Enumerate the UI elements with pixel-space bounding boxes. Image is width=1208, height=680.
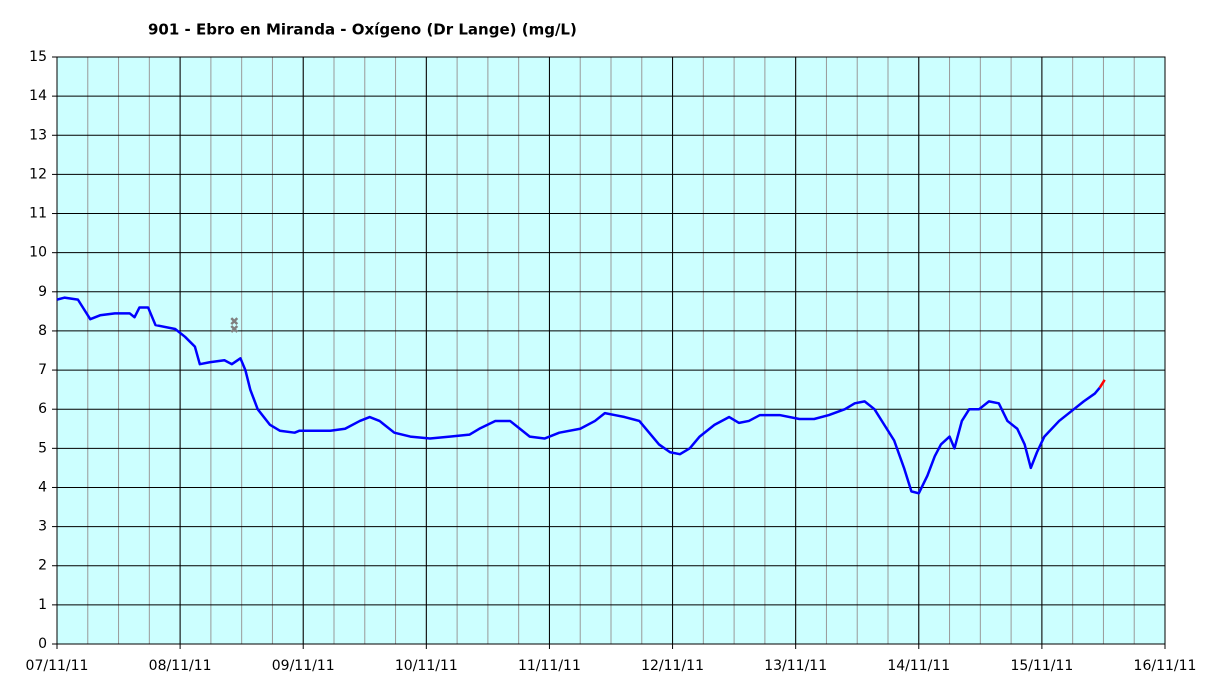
y-tick-label: 8 [38, 323, 47, 339]
x-tick-label: 12/11/11 [641, 658, 704, 674]
point-marker [230, 325, 239, 333]
x-tick-label: 16/11/11 [1134, 658, 1197, 674]
y-tick-label: 10 [29, 245, 47, 261]
y-tick-label: 5 [38, 440, 47, 456]
y-tick-label: 13 [29, 127, 47, 143]
y-tick-label: 11 [29, 206, 47, 222]
y-tick-label: 6 [38, 401, 47, 417]
y-tick-label: 4 [38, 479, 47, 495]
x-tick-label: 08/11/11 [149, 658, 212, 674]
x-tick-label: 13/11/11 [764, 658, 827, 674]
chart-title: 901 - Ebro en Miranda - Oxígeno (Dr Lang… [148, 21, 577, 39]
point-marker [230, 317, 239, 326]
x-tick-label: 09/11/11 [272, 658, 335, 674]
x-tick-label: 10/11/11 [395, 658, 458, 674]
y-tick-label: 14 [29, 88, 47, 104]
y-tick-label: 15 [29, 49, 47, 65]
y-tick-label: 0 [38, 636, 47, 652]
data-line [1098, 379, 1106, 389]
x-tick-label: 15/11/11 [1010, 658, 1073, 674]
x-tick-label: 11/11/11 [518, 658, 581, 674]
y-tick-label: 7 [38, 362, 47, 378]
x-tick-label: 14/11/11 [887, 658, 950, 674]
plot-border [56, 56, 1166, 645]
data-line [56, 296, 1101, 495]
y-tick-label: 1 [38, 597, 47, 613]
y-tick-label: 2 [38, 558, 47, 574]
y-tick-label: 12 [29, 166, 47, 182]
y-tick-label: 3 [38, 519, 47, 535]
x-tick-label: 07/11/11 [26, 658, 89, 674]
y-tick-label: 9 [38, 284, 47, 300]
